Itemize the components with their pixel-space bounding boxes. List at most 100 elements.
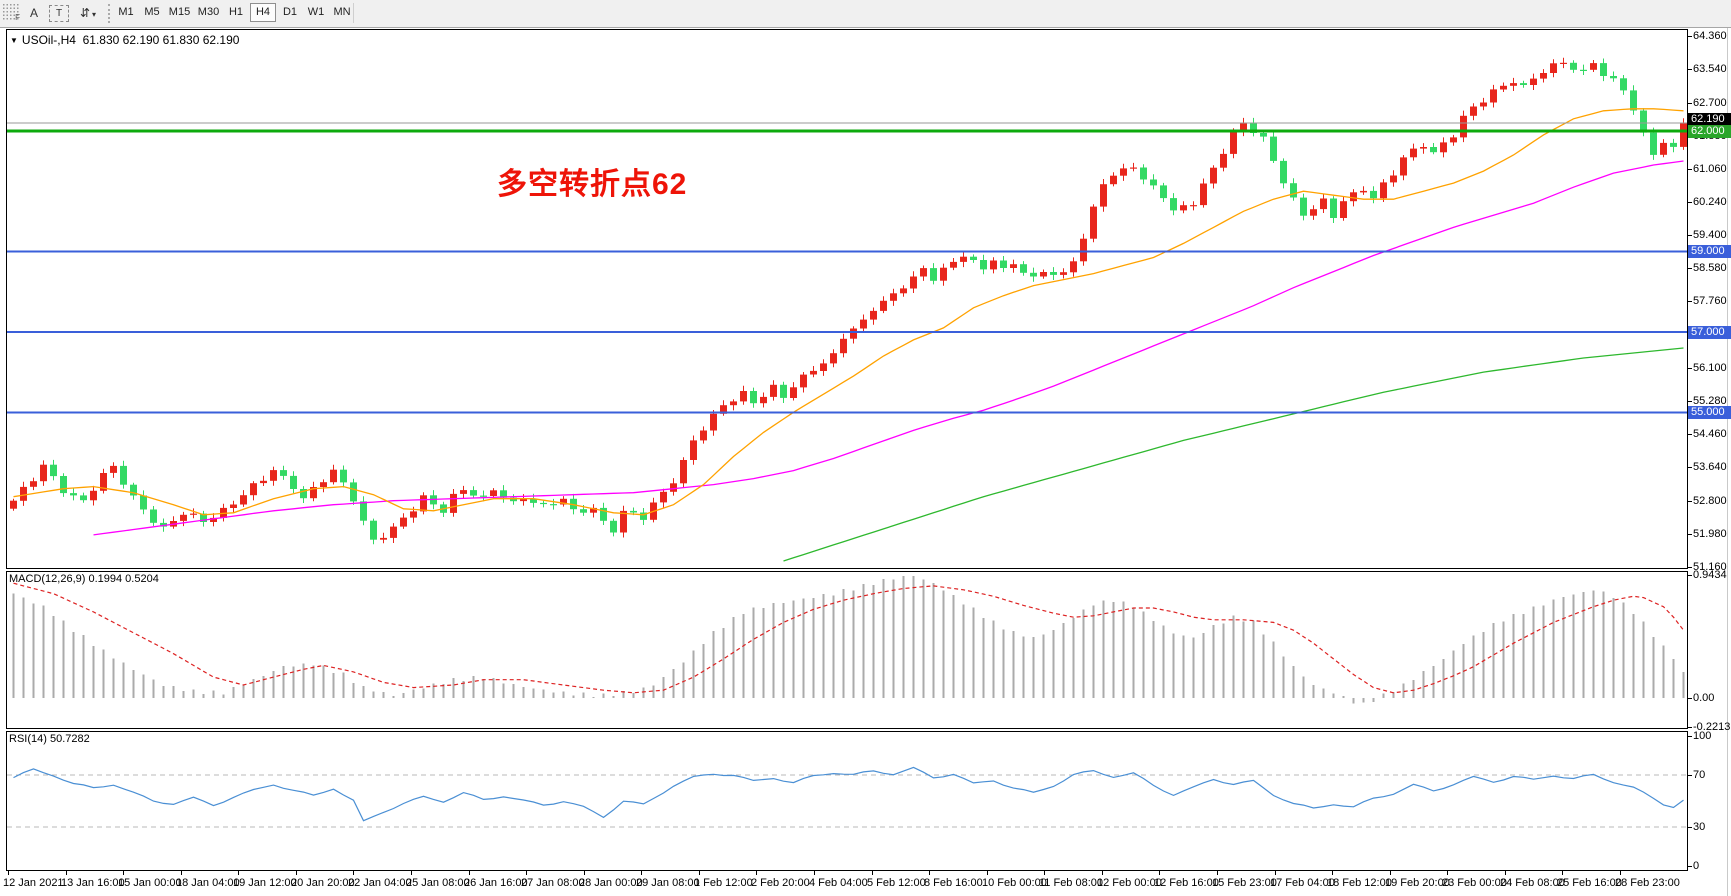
price-badge-62.000: 62.000	[1688, 125, 1731, 138]
time-tick	[584, 871, 585, 875]
price-axis-label: 62.700	[1693, 97, 1727, 109]
time-axis-label: 23 Feb 00:00	[1442, 877, 1507, 889]
price-axis-label: 54.460	[1693, 428, 1727, 440]
macd-plot	[12, 575, 1685, 704]
time-axis-label: 12 Jan 2021	[3, 877, 64, 889]
macd-histogram	[12, 575, 1685, 704]
time-tick	[8, 871, 9, 875]
ohlc-values: 61.830 62.190 61.830 62.190	[82, 33, 240, 47]
timeframe-button-h4[interactable]: H4	[250, 3, 276, 22]
macd-tick	[1688, 727, 1692, 728]
price-tick	[1688, 301, 1692, 302]
time-axis-label: 18 Jan 04:00	[176, 877, 240, 889]
time-axis-label: 1 Feb 12:00	[694, 877, 753, 889]
time-tick	[987, 871, 988, 875]
time-tick	[1620, 871, 1621, 875]
time-axis-label: 24 Feb 08:00	[1500, 877, 1565, 889]
price-axis-label: 59.400	[1693, 229, 1727, 241]
time-axis-label: 11 Feb 08:00	[1039, 877, 1104, 889]
time-tick	[469, 871, 470, 875]
rsi-panel[interactable]	[6, 731, 1688, 871]
time-axis-label: 27 Jan 08:00	[521, 877, 585, 889]
chart-title[interactable]: ▼ USOil-,H4 61.830 62.190 61.830 62.190	[10, 33, 239, 47]
price-tick	[1688, 36, 1692, 37]
price-axis-label: 63.540	[1693, 63, 1727, 75]
dock-grid-icon[interactable]: F	[2, 3, 20, 22]
timeframe-button-m5[interactable]: M5	[144, 6, 160, 18]
time-axis-label: 28 Jan 00:00	[579, 877, 643, 889]
chevron-down-icon[interactable]: ▼	[10, 36, 18, 45]
time-axis-label: 18 Feb 12:00	[1327, 877, 1392, 889]
time-tick	[296, 871, 297, 875]
macd-panel[interactable]	[6, 571, 1688, 729]
price-axis-label: 64.360	[1693, 30, 1727, 42]
time-axis-label: 28 Feb 23:00	[1615, 877, 1680, 889]
time-tick	[1505, 871, 1506, 875]
time-axis-label: 29 Jan 08:00	[636, 877, 700, 889]
toolbar: F A T ⇵ ▾ M1 M5 M15 M30 H1 H4 D1 W1 MN	[0, 0, 1731, 28]
macd-tick	[1688, 698, 1692, 699]
price-axis-label: 52.800	[1693, 495, 1727, 507]
time-axis-label: 5 Feb 12:00	[867, 877, 926, 889]
timeframe-button-m30[interactable]: M30	[197, 6, 220, 18]
time-axis-label: 15 Feb 23:00	[1212, 877, 1277, 889]
time-axis-label: 8 Feb 16:00	[924, 877, 983, 889]
arrows-icon: ⇵	[79, 6, 91, 20]
time-tick	[1275, 871, 1276, 875]
timeframe-button-m1[interactable]: M1	[118, 6, 134, 18]
price-tick	[1688, 169, 1692, 170]
time-tick	[1562, 871, 1563, 875]
time-axis-label: 17 Feb 04:00	[1270, 877, 1335, 889]
time-axis-label: 2 Feb 20:00	[751, 877, 810, 889]
timeframe-button-mn[interactable]: MN	[333, 6, 351, 18]
time-tick	[1159, 871, 1160, 875]
toolbar-drag-handle[interactable]	[108, 4, 110, 23]
rsi-plot	[7, 766, 1687, 828]
time-axis-label: 12 Feb 00:00	[1097, 877, 1162, 889]
candles	[10, 57, 1687, 545]
macd-label: MACD(12,26,9) 0.1994 0.5204	[9, 573, 159, 585]
time-axis-label: 19 Jan 12:00	[233, 877, 297, 889]
time-tick	[66, 871, 67, 875]
font-tool-button[interactable]: A	[29, 6, 38, 20]
main-chart-panel[interactable]	[6, 29, 1688, 569]
time-tick	[699, 871, 700, 875]
time-tick	[1044, 871, 1045, 875]
time-axis-label: 4 Feb 04:00	[809, 877, 868, 889]
time-axis-label: 19 Feb 20:00	[1385, 877, 1450, 889]
rsi-tick	[1688, 775, 1692, 776]
moving-averages	[13, 108, 1684, 562]
timeframe-button-w1[interactable]: W1	[307, 6, 325, 18]
level-lines	[7, 122, 1687, 414]
time-tick	[872, 871, 873, 875]
timeframe-button-m15[interactable]: M15	[168, 6, 191, 18]
price-tick	[1688, 268, 1692, 269]
arrows-tool-button[interactable]: ⇵ ▾	[72, 3, 104, 23]
rsi-axis-label: 70	[1693, 769, 1706, 781]
time-axis-label: 15 Jan 00:00	[118, 877, 182, 889]
timeframe-button-d1[interactable]: D1	[282, 6, 298, 18]
chart-text-annotation: 多空转折点62	[497, 168, 688, 201]
price-tick	[1688, 467, 1692, 468]
time-axis-label: 13 Jan 16:00	[61, 877, 125, 889]
price-axis-label: 58.580	[1693, 262, 1727, 274]
timeframe-button-h1[interactable]: H1	[228, 6, 244, 18]
time-axis-label: 12 Feb 16:00	[1154, 877, 1219, 889]
macd-axis-label: -0.2213	[1693, 721, 1731, 733]
price-axis-label: 51.160	[1693, 561, 1727, 573]
rsi-tick	[1688, 866, 1692, 867]
main-chart-plot[interactable]	[7, 30, 1687, 568]
text-tool-button[interactable]: T	[49, 5, 69, 22]
price-badge-59.000: 59.000	[1688, 245, 1731, 258]
price-tick	[1688, 534, 1692, 535]
time-tick	[1332, 871, 1333, 875]
time-tick	[814, 871, 815, 875]
price-tick	[1688, 368, 1692, 369]
price-badge-55.000: 55.000	[1688, 406, 1731, 419]
rsi-axis-label: 100	[1693, 730, 1712, 742]
symbol-period-label: USOil-,H4	[21, 33, 76, 47]
toolbar-separator	[353, 3, 354, 23]
time-tick	[411, 871, 412, 875]
time-tick	[123, 871, 124, 875]
price-axis-label: 60.240	[1693, 196, 1727, 208]
